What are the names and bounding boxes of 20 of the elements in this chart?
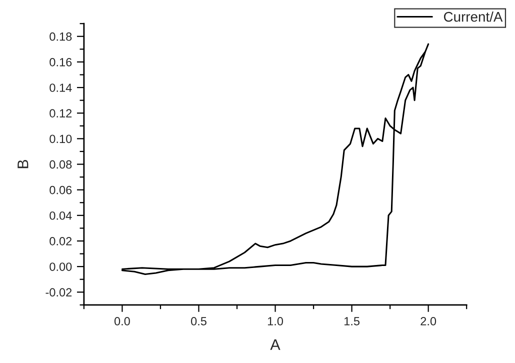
legend-label: Current/A	[444, 12, 503, 22]
y-tick-label: 0.12	[50, 109, 72, 118]
y-axis-title: B	[18, 160, 28, 168]
x-tick-label: 2.0	[420, 317, 436, 326]
y-tick-label: 0.02	[50, 237, 72, 246]
x-tick-label: 0.5	[190, 317, 206, 326]
x-tick-label: 1.5	[344, 317, 360, 326]
x-tick-label: 0.0	[114, 317, 130, 326]
y-tick-label: 0.16	[50, 58, 72, 66]
y-tick-label: 0.00	[50, 262, 72, 271]
y-tick-label: 0.18	[50, 32, 72, 41]
y-tick-label: 0.14	[50, 84, 72, 92]
y-tick-label: -0.02	[46, 288, 72, 297]
y-tick-label: 0.06	[50, 186, 72, 194]
x-axis-title: A	[270, 339, 280, 350]
y-tick-label: 0.04	[50, 211, 72, 220]
y-tick-label: 0.10	[50, 134, 72, 144]
x-tick-label: 1.0	[268, 317, 284, 326]
line-series	[121, 43, 430, 275]
y-tick-label: 0.08	[50, 160, 72, 169]
